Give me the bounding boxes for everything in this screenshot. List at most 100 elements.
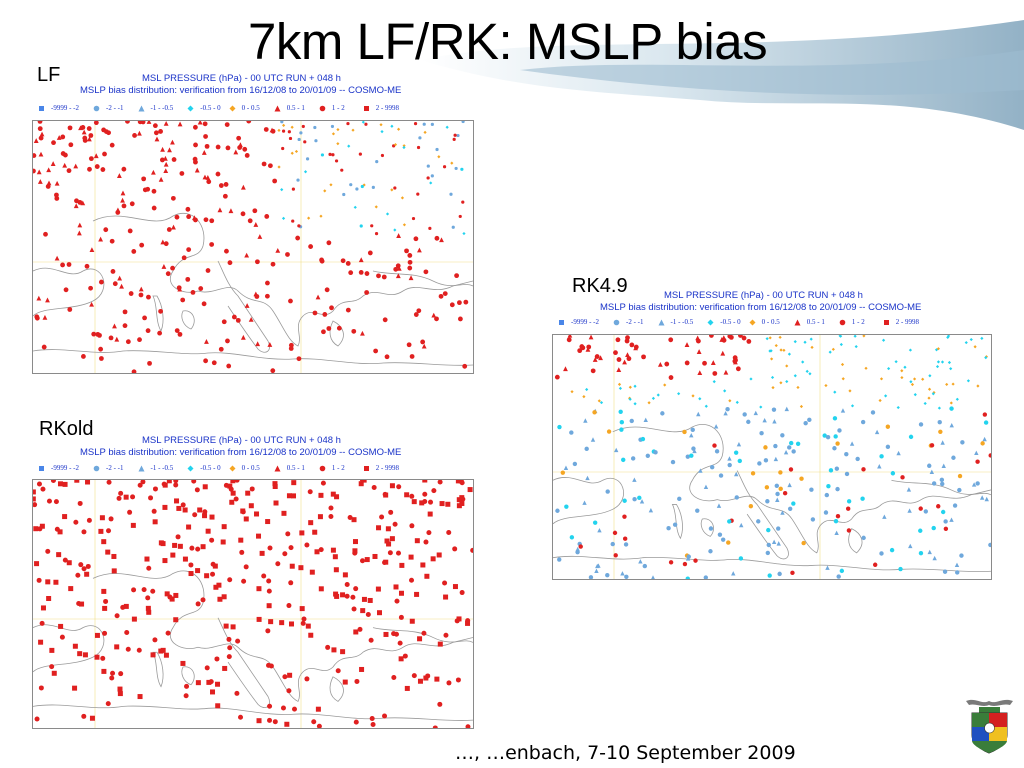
station-marker: [160, 541, 166, 547]
station-marker: [846, 499, 852, 504]
station-marker: [789, 440, 794, 446]
station-marker: [771, 386, 775, 390]
station-marker: [138, 286, 144, 292]
station-marker: [398, 656, 404, 662]
station-marker: [345, 261, 351, 266]
station-marker: [282, 123, 286, 127]
station-marker: [594, 354, 600, 359]
station-marker: [454, 166, 458, 171]
station-marker: [633, 402, 637, 406]
station-marker: [43, 231, 48, 237]
panel-title-line1: MSL PRESSURE (hPa) - 00 UTC RUN + 048 h: [664, 290, 863, 301]
station-marker: [137, 694, 143, 700]
station-marker: [115, 207, 121, 213]
station-marker: [864, 366, 868, 370]
station-marker: [39, 131, 45, 137]
station-marker: [442, 580, 448, 586]
station-marker: [398, 614, 404, 620]
station-marker: [723, 369, 729, 375]
station-marker: [454, 273, 460, 279]
station-marker: [202, 509, 208, 515]
station-marker: [353, 629, 359, 635]
station-marker: [81, 566, 87, 572]
station-marker: [139, 242, 145, 248]
station-marker: [295, 235, 301, 241]
station-marker: [431, 312, 437, 318]
station-marker: [324, 287, 330, 293]
station-marker: [269, 127, 275, 133]
station-marker: [826, 483, 831, 489]
station-marker: [409, 523, 415, 529]
station-marker: [73, 203, 79, 209]
station-marker: [384, 538, 390, 544]
station-marker: [273, 500, 279, 506]
station-marker: [931, 481, 937, 486]
coastline: [848, 528, 863, 554]
station-marker: [621, 457, 626, 463]
station-marker: [277, 165, 281, 169]
station-marker: [900, 375, 904, 380]
station-marker: [230, 624, 236, 630]
station-marker: [319, 214, 323, 218]
station-marker: [982, 436, 987, 442]
station-marker: [712, 443, 717, 448]
station-marker: [335, 668, 341, 674]
station-marker: [33, 489, 36, 495]
station-marker: [281, 129, 286, 133]
station-marker: [828, 468, 834, 473]
station-marker: [312, 310, 318, 316]
station-marker: [80, 125, 86, 130]
station-marker: [188, 571, 194, 577]
legend-item: -0.5 - 0: [187, 464, 221, 472]
station-marker: [918, 422, 924, 427]
station-marker: [323, 189, 327, 193]
station-marker: [884, 394, 888, 398]
station-marker: [585, 346, 591, 352]
station-marker: [588, 335, 594, 340]
station-marker: [342, 572, 348, 578]
station-marker: [364, 271, 370, 276]
station-marker: [358, 257, 364, 263]
station-marker: [330, 124, 335, 129]
station-marker: [98, 528, 104, 534]
station-marker: [769, 357, 774, 361]
station-marker: [45, 297, 50, 303]
station-marker: [114, 613, 120, 619]
station-marker: [163, 168, 169, 174]
station-marker: [179, 171, 185, 176]
station-marker: [206, 179, 212, 185]
station-marker: [352, 539, 358, 545]
legend-label: -9999 - -2: [51, 464, 79, 472]
station-marker: [407, 259, 413, 265]
station-marker: [108, 335, 114, 341]
station-marker: [308, 244, 314, 249]
station-marker: [370, 224, 374, 228]
station-marker: [82, 135, 88, 141]
station-marker: [648, 507, 654, 513]
station-marker: [459, 495, 465, 501]
station-marker: [465, 724, 471, 728]
station-marker: [123, 494, 129, 500]
station-marker: [663, 383, 667, 387]
station-marker: [862, 335, 866, 338]
station-marker: [693, 558, 698, 563]
station-marker: [373, 348, 379, 354]
station-marker: [351, 517, 357, 523]
station-marker: [907, 508, 912, 513]
station-marker: [158, 129, 163, 134]
station-marker: [223, 623, 229, 629]
station-marker: [215, 171, 221, 177]
station-marker: [727, 462, 732, 468]
station-marker: [85, 480, 91, 485]
station-marker: [221, 594, 227, 600]
station-marker: [204, 339, 209, 344]
station-marker: [782, 348, 786, 352]
station-marker: [570, 390, 574, 394]
station-marker: [186, 247, 192, 252]
station-marker: [85, 563, 91, 569]
station-marker: [455, 677, 461, 683]
station-marker: [835, 441, 840, 446]
station-marker: [393, 143, 398, 147]
legend-item: 2 - 9998: [363, 464, 399, 472]
station-marker: [392, 521, 398, 527]
